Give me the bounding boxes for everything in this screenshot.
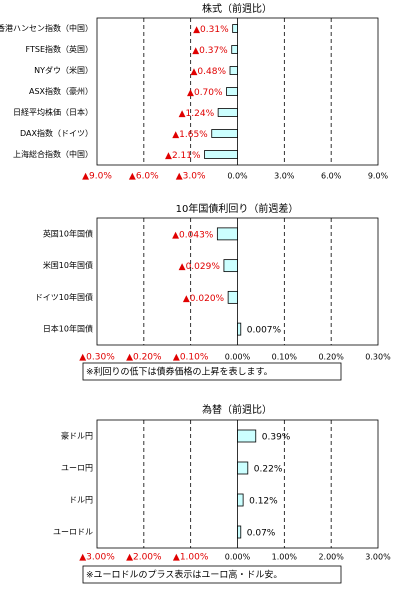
bar (204, 150, 238, 159)
y-tick-label: ドル円 (69, 496, 93, 505)
value-label: ▲0.043% (172, 230, 214, 240)
y-tick-label: NYダウ（米国） (34, 65, 93, 75)
bar (216, 227, 238, 241)
bar (227, 290, 238, 304)
x-tick-label: 0.10% (272, 353, 298, 362)
value-label: ▲0.48% (190, 67, 226, 77)
note-box (82, 362, 342, 381)
y-tick-label: 香港ハンセン指数（中国） (0, 23, 93, 33)
value-label: ▲0.37% (192, 46, 228, 56)
y-tick-label: ドイツ10年国債 (35, 292, 93, 302)
bar (229, 66, 238, 75)
x-tick-label: ▲0.30% (79, 353, 115, 363)
bar (237, 493, 244, 507)
note: ※ユーロドルのプラス表示はユーロ高・ドル安。 (86, 569, 282, 581)
x-tick-label: ▲0.10% (173, 353, 209, 363)
value-label: ▲1.24% (179, 109, 215, 119)
y-tick-label: 上海総合指数（中国） (13, 149, 93, 159)
value-label: ▲0.31% (193, 25, 229, 35)
bar (237, 525, 242, 539)
value-label: 0.007% (247, 326, 282, 336)
value-label: 0.39% (262, 433, 291, 443)
note-box (82, 565, 342, 584)
value-label: ▲2.11% (165, 151, 201, 161)
x-tick-label: 0.00% (225, 553, 251, 562)
x-tick-label: ▲0.20% (126, 353, 162, 363)
x-tick-label: ▲1.00% (173, 553, 209, 563)
bar (211, 129, 238, 138)
value-label: ▲0.029% (179, 262, 221, 272)
y-tick-label: 日経平均株価（日本） (13, 107, 93, 117)
value-label: 0.07% (247, 529, 276, 539)
y-tick-label: ユーロドル (53, 528, 93, 537)
note: ※利回りの低下は債券価格の上昇を表します。 (86, 366, 273, 378)
chart-title: 10年国債利回り（前週差） (176, 202, 299, 215)
x-tick-label: ▲9.0% (82, 172, 112, 182)
value-label: ▲0.70% (187, 88, 223, 98)
bar (237, 322, 242, 336)
x-tick-label: 0.30% (365, 353, 391, 362)
x-tick-label: 1.00% (272, 553, 298, 562)
chart-title: 為替（前週比） (202, 403, 272, 416)
y-tick-label: DAX指数（ドイツ） (20, 128, 93, 138)
x-tick-label: 0.20% (318, 353, 344, 362)
y-tick-label: ASX指数（豪州） (29, 86, 93, 96)
bar (226, 87, 238, 96)
y-tick-label: 日本10年国債 (43, 324, 93, 334)
y-tick-label: 英国10年国債 (43, 228, 93, 238)
value-label: 0.12% (249, 497, 278, 507)
x-tick-label: 6.0% (321, 172, 342, 181)
value-label: ▲0.020% (183, 294, 225, 304)
x-tick-label: ▲3.0% (176, 172, 206, 182)
bar (232, 24, 238, 33)
value-label: ▲1.65% (172, 130, 208, 140)
x-tick-label: 3.00% (365, 553, 391, 562)
bar (223, 259, 238, 273)
x-tick-label: 9.0% (368, 172, 389, 181)
x-tick-label: 0.00% (225, 353, 251, 362)
y-tick-label: ユーロ円 (61, 464, 93, 473)
x-tick-label: ▲2.00% (126, 553, 162, 563)
y-tick-label: FTSE指数（英国） (26, 44, 93, 54)
x-tick-label: 0.0% (227, 172, 248, 181)
y-tick-label: 豪ドル円 (61, 431, 93, 441)
x-tick-label: ▲3.00% (79, 553, 115, 563)
bar (237, 429, 257, 443)
x-tick-label: 2.00% (318, 553, 344, 562)
bar (237, 461, 249, 475)
bar (231, 45, 238, 54)
y-tick-label: 米国10年国債 (43, 260, 93, 270)
chart-title: 株式（前週比） (202, 2, 272, 15)
x-tick-label: ▲6.0% (129, 172, 159, 182)
x-tick-label: 3.0% (274, 172, 295, 181)
value-label: 0.22% (254, 465, 283, 475)
bar (217, 108, 238, 117)
